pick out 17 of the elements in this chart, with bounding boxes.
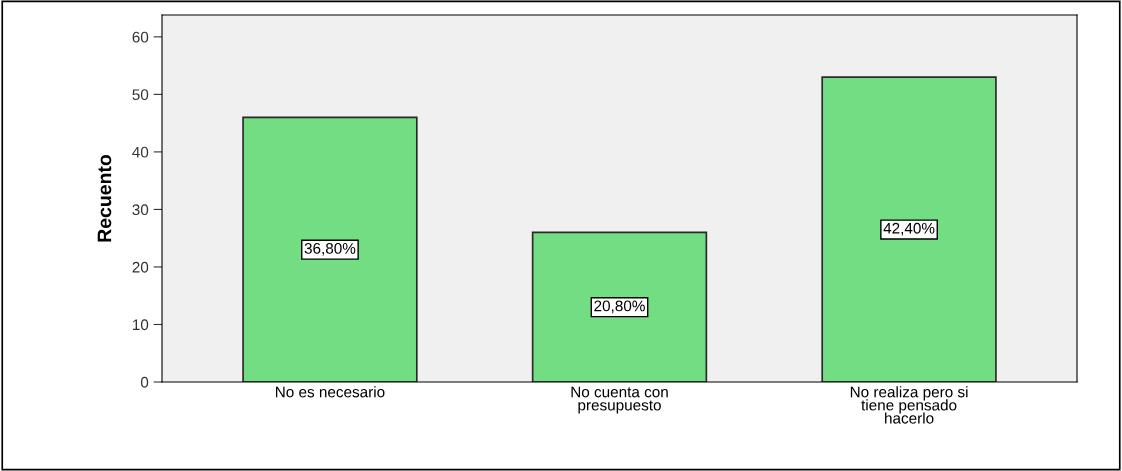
annotation: 36,80% bbox=[304, 242, 356, 256]
bar bbox=[531, 231, 708, 382]
annotation: 20,80% bbox=[594, 300, 645, 314]
bar bbox=[242, 116, 418, 382]
x-tick-label: No cuenta con presupuesto bbox=[571, 386, 668, 414]
bar bbox=[821, 76, 997, 382]
annotation: 42,40% bbox=[883, 222, 935, 236]
x-tick-label: No es necesario bbox=[276, 386, 385, 398]
y-tick-label: 40 bbox=[132, 146, 149, 158]
y-tick-label: 30 bbox=[132, 204, 149, 216]
y-tick-label: 0 bbox=[140, 376, 149, 388]
y-axis-title: Recuento bbox=[97, 154, 112, 242]
y-tick-label: 20 bbox=[132, 261, 149, 273]
y-tick-label: 10 bbox=[132, 319, 149, 331]
y-tick-label: 50 bbox=[132, 89, 149, 101]
x-tick-label: No realiza pero si tiene pensado hacerlo bbox=[850, 386, 968, 424]
y-tick-label: 60 bbox=[132, 31, 149, 43]
